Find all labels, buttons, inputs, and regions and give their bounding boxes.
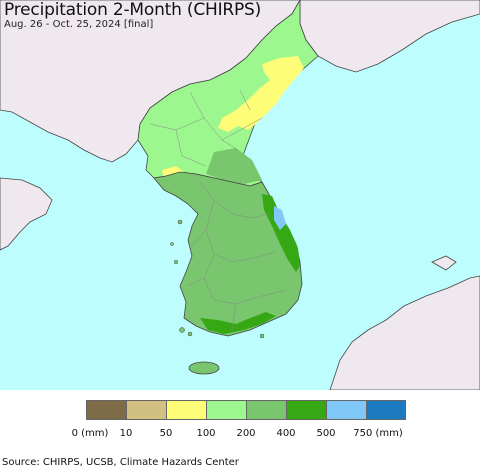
precipitation-map — [0, 0, 480, 390]
legend-swatch-2 — [166, 400, 206, 420]
legend-tick-label: 750 (mm) — [353, 428, 403, 439]
japan-islands — [329, 275, 480, 390]
legend-tick-label: 10 — [119, 428, 133, 439]
moderate-precip-nk — [206, 148, 262, 184]
low-precip-patch-north — [218, 56, 304, 132]
color-legend — [86, 400, 406, 420]
legend-swatch-3 — [206, 400, 246, 420]
legend-tick-label: 100 — [196, 428, 216, 439]
legend-tick-label: 200 — [236, 428, 256, 439]
legend-swatch-7 — [366, 400, 406, 420]
legend-ticks: 0 (mm) 10 50 100 200 400 500 750 (mm) — [0, 428, 480, 442]
legend-tick-label: 50 — [159, 428, 173, 439]
legend-swatch-0 — [86, 400, 126, 420]
date-range-subtitle: Aug. 26 - Oct. 25, 2024 [final] — [4, 19, 154, 30]
heavy-precip-south-coast — [200, 312, 276, 334]
jeju-island — [188, 361, 220, 375]
heavy-precip-east-coast — [262, 194, 300, 272]
japan-north-fragment — [431, 255, 457, 271]
legend-tick-label: 500 — [316, 428, 336, 439]
legend-swatch-4 — [246, 400, 286, 420]
legend-swatch-1 — [126, 400, 166, 420]
shandong-coast — [0, 177, 53, 251]
source-credit: Source: CHIRPS, UCSB, Climate Hazards Ce… — [2, 457, 239, 468]
legend-swatch-5 — [286, 400, 326, 420]
legend-tick-label: 0 (mm) — [71, 428, 109, 439]
legend-tick-label: 400 — [276, 428, 296, 439]
very-heavy-precip-patch — [274, 206, 286, 230]
coastal-islands — [170, 219, 265, 339]
page-title: Precipitation 2-Month (CHIRPS) — [4, 0, 262, 20]
legend-swatch-6 — [326, 400, 366, 420]
admin-borders — [149, 89, 287, 331]
